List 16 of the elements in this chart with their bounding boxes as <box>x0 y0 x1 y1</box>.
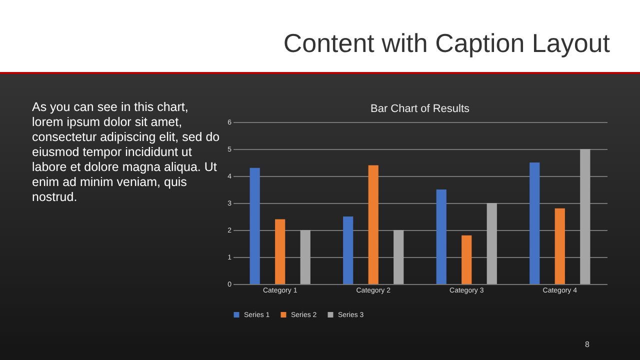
bar <box>554 208 565 284</box>
bar <box>343 216 354 284</box>
bar <box>436 190 446 284</box>
text: 8 <box>585 340 590 349</box>
bar <box>580 149 590 284</box>
bar <box>394 230 404 284</box>
text: As you can see in this chart, lorem ipsum dolor sit amet, consectetur adipiscing elit, sed do eiusmod tempor incididunt ut labore et dolore magna aliqua. Ut enim ad minim veniam, quis nostrud. <box>32 100 221 205</box>
bar <box>250 168 260 284</box>
text: Content with Caption Layout <box>283 28 610 59</box>
bar <box>368 165 378 284</box>
bar <box>486 203 497 284</box>
bar <box>300 230 310 284</box>
bar <box>275 219 286 284</box>
chart-title: Bar Chart of Results <box>370 103 470 115</box>
bar <box>462 235 472 284</box>
bar <box>530 162 540 284</box>
